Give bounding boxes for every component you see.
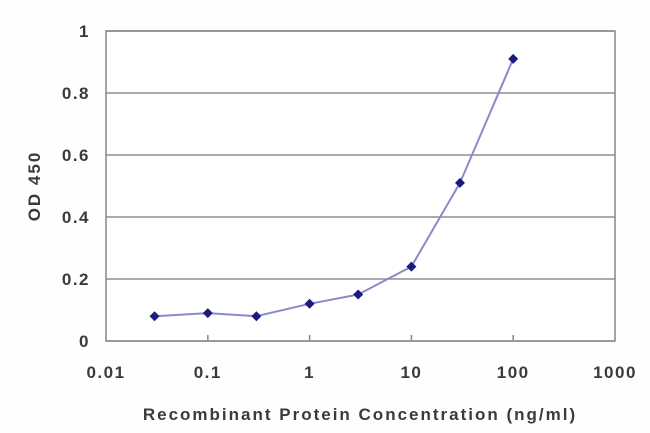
- x-tick-label: 1000: [593, 363, 637, 382]
- data-point-marker: [251, 311, 262, 322]
- x-tick-label: 0.01: [86, 363, 125, 382]
- data-point-marker: [202, 308, 213, 319]
- data-point-marker: [353, 289, 364, 300]
- plot-border-rect: [105, 30, 616, 342]
- y-axis-title: OD 450: [25, 151, 44, 222]
- x-tick-label: 10: [400, 363, 422, 382]
- x-tick-label: 0.1: [194, 363, 222, 382]
- data-point-marker: [406, 261, 417, 272]
- x-axis-ticks: [207, 335, 515, 340]
- data-point-marker: [508, 53, 519, 64]
- series-line: [154, 58, 515, 318]
- y-tick-label: 0: [79, 332, 90, 351]
- y-tick-label: 1: [79, 22, 90, 41]
- plot-area: [106, 31, 615, 341]
- plot-border: [105, 30, 616, 342]
- data-point-marker: [304, 298, 315, 309]
- y-tick-label: 0.8: [62, 84, 90, 103]
- x-tick-label: 100: [497, 363, 530, 382]
- x-axis-title: Recombinant Protein Concentration (ng/ml…: [143, 405, 577, 424]
- y-tick-label: 0.6: [62, 146, 90, 165]
- y-axis-tick-labels: 0 0.2 0.4 0.6 0.8 1: [62, 22, 90, 351]
- x-tick-label: 1: [304, 363, 315, 382]
- data-point-marker: [149, 311, 160, 322]
- y-tick-label: 0.2: [62, 270, 90, 289]
- data-point-marker: [454, 177, 465, 188]
- y-tick-label: 0.4: [62, 208, 90, 227]
- x-axis-tick-labels: 0.01 0.1 1 10 100 1000: [86, 363, 637, 382]
- data-series: [149, 53, 519, 322]
